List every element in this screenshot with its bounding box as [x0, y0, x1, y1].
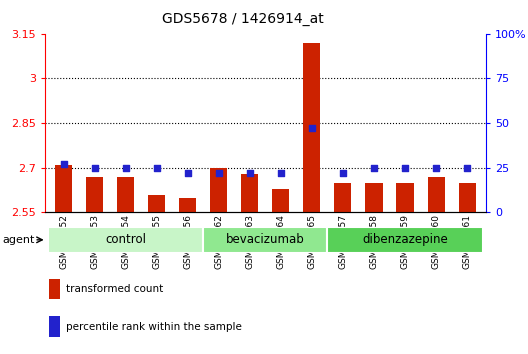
Bar: [210, 168, 227, 212]
Point: [432, 165, 440, 171]
Point: [370, 165, 378, 171]
Text: bevacizumab: bevacizumab: [226, 233, 305, 246]
Bar: [179, 198, 196, 212]
Bar: [459, 183, 476, 212]
Point: [339, 170, 347, 176]
Point: [277, 170, 285, 176]
Bar: [203, 227, 327, 253]
Bar: [327, 227, 483, 253]
Point: [121, 165, 130, 171]
Bar: [148, 194, 165, 212]
Point: [214, 170, 223, 176]
Text: control: control: [105, 233, 146, 246]
Point: [463, 165, 472, 171]
Text: GDS5678 / 1426914_at: GDS5678 / 1426914_at: [162, 12, 324, 27]
Text: dibenzazepine: dibenzazepine: [362, 233, 448, 246]
Point: [153, 165, 161, 171]
Bar: [304, 42, 320, 212]
Bar: [334, 183, 352, 212]
Point: [90, 165, 99, 171]
Bar: [241, 174, 258, 212]
Point: [401, 165, 409, 171]
Bar: [117, 177, 134, 212]
Bar: [365, 183, 382, 212]
Bar: [48, 227, 203, 253]
Bar: [428, 177, 445, 212]
Point: [183, 170, 192, 176]
Bar: [49, 279, 60, 299]
Text: agent: agent: [3, 235, 35, 245]
Bar: [86, 177, 103, 212]
Bar: [272, 189, 289, 212]
Point: [308, 126, 316, 131]
Bar: [55, 165, 72, 212]
Text: percentile rank within the sample: percentile rank within the sample: [66, 322, 242, 332]
Point: [246, 170, 254, 176]
Text: transformed count: transformed count: [66, 284, 163, 294]
Point: [59, 161, 68, 167]
Bar: [49, 316, 60, 337]
Bar: [397, 183, 413, 212]
